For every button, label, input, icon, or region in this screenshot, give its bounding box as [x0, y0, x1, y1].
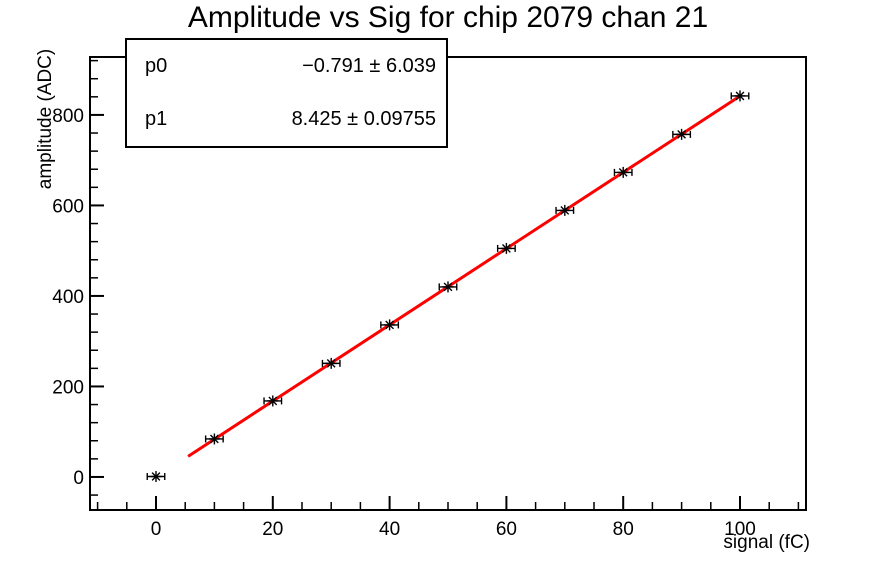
data-marker — [618, 168, 628, 177]
x-tick-label: 100 — [724, 519, 756, 540]
data-marker — [268, 396, 278, 406]
data-marker — [326, 358, 336, 368]
data-marker — [209, 434, 219, 444]
data-marker — [385, 320, 394, 330]
x-axis-title: signal (fC) — [723, 532, 810, 553]
fit-line — [187, 93, 743, 458]
y-tick-label: 600 — [52, 196, 84, 217]
stats-param-name: p0 — [145, 55, 168, 77]
y-tick-label: 400 — [52, 287, 84, 308]
x-tick-label: 0 — [151, 519, 162, 540]
x-tick-label: 20 — [262, 519, 283, 540]
y-axis-title: amplitude (ADC) — [35, 49, 56, 189]
stats-param-value: −0.791 ± 6.039 — [302, 55, 436, 77]
data-marker — [151, 472, 161, 481]
y-tick-label: 800 — [52, 106, 84, 127]
stats-box: p0 −0.791 ± 6.039 p1 8.425 ± 0.09755 — [125, 38, 448, 148]
x-tick-label: 60 — [496, 519, 517, 540]
data-marker — [560, 206, 570, 215]
stats-param-name: p1 — [145, 108, 168, 130]
y-tick-label: 0 — [73, 468, 84, 489]
data-marker — [677, 129, 687, 139]
chart-title: Amplitude vs Sig for chip 2079 chan 21 — [187, 1, 709, 34]
data-marker — [443, 282, 453, 292]
stats-row: p1 8.425 ± 0.09755 — [127, 93, 446, 146]
data-marker — [502, 244, 511, 253]
x-tick-label: 80 — [613, 519, 634, 540]
x-tick-label: 40 — [379, 519, 400, 540]
y-tick-label: 200 — [52, 377, 84, 398]
stats-row: p0 −0.791 ± 6.039 — [127, 40, 446, 93]
data-marker — [735, 91, 745, 101]
stats-param-value: 8.425 ± 0.09755 — [291, 108, 436, 130]
